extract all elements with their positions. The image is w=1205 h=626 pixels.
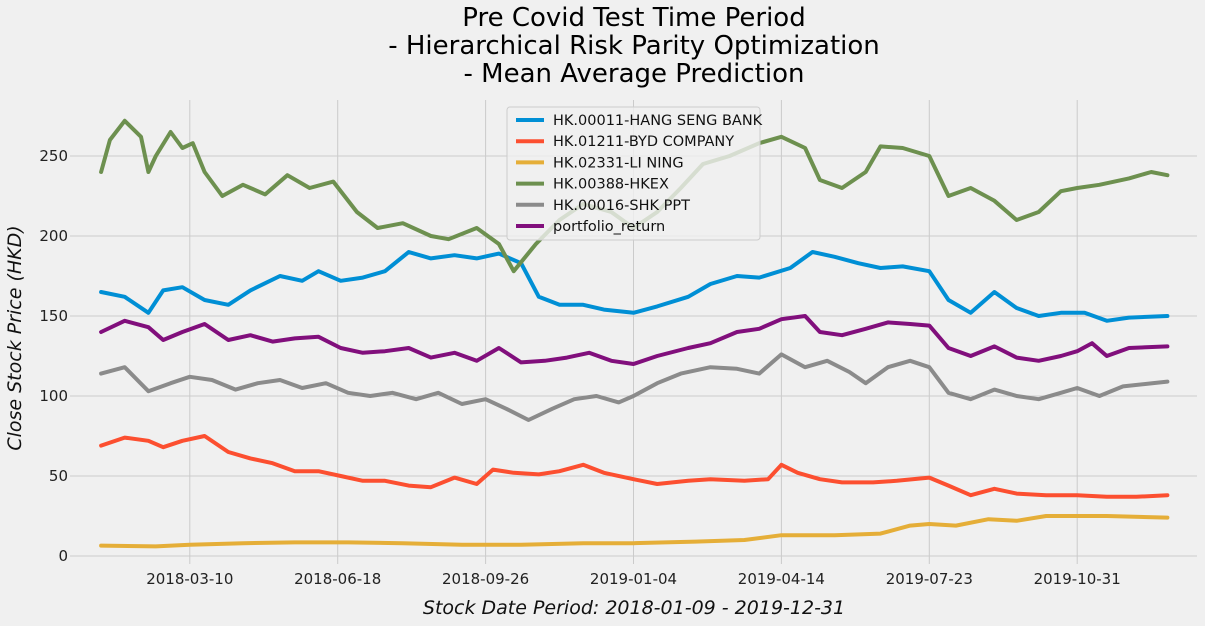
legend-entry-4: HK.00016-SHK PPT [553,198,690,214]
x-tick-label: 2019-10-31 [1034,570,1121,588]
legend-box [506,106,761,241]
y-tick-label: 150 [39,307,68,325]
x-axis-ticks: 2018-03-10 2018-06-18 2018-09-26 2019-01-04… [146,570,1121,588]
legend-entry-3: HK.00388-HKEX [553,177,669,193]
y-axis-ticks: 0 50 100 150 200 250 [39,147,68,565]
x-tick-label: 2019-01-04 [590,570,677,588]
legend-entry-1: HK.01211-BYD COMPANY [553,134,734,150]
series-line-4 [99,352,1170,422]
chart-title-line-1: Pre Covid Test Time Period [462,3,805,33]
series-line-0 [99,250,1170,323]
y-tick-label: 200 [39,227,68,245]
series-line-1 [99,434,1170,499]
legend-entry-0: HK.00011-HANG SENG BANK [553,113,763,129]
legend-entry-2: HK.02331-LI NING [553,155,684,171]
y-tick-label: 100 [39,387,68,405]
chart-title-line-3: - Mean Average Prediction [464,59,805,89]
x-tick-label: 2018-06-18 [294,570,381,588]
x-tick-label: 2018-03-10 [146,570,233,588]
x-tick-label: 2019-07-23 [886,570,973,588]
x-tick-label: 2018-09-26 [442,570,529,588]
series-line-5 [99,314,1170,366]
legend-entry-5: portfolio_return [553,219,665,235]
x-tick-label: 2019-04-14 [738,570,825,588]
y-axis-label: Close Stock Price (HKD) [4,225,26,450]
y-tick-label: 50 [49,467,68,485]
legend: HK.00011-HANG SENG BANK HK.01211-BYD COMP… [506,106,763,241]
y-tick-label: 250 [39,147,68,165]
chart-title-line-2: - Hierarchical Risk Parity Optimization [388,31,880,61]
series-line-2 [99,514,1170,549]
x-axis-label: Stock Date Period: 2018-01-09 - 2019-12-… [423,597,845,619]
chart-title: Pre Covid Test Time Period - Hierarchica… [388,3,880,89]
y-tick-label: 0 [58,547,68,565]
